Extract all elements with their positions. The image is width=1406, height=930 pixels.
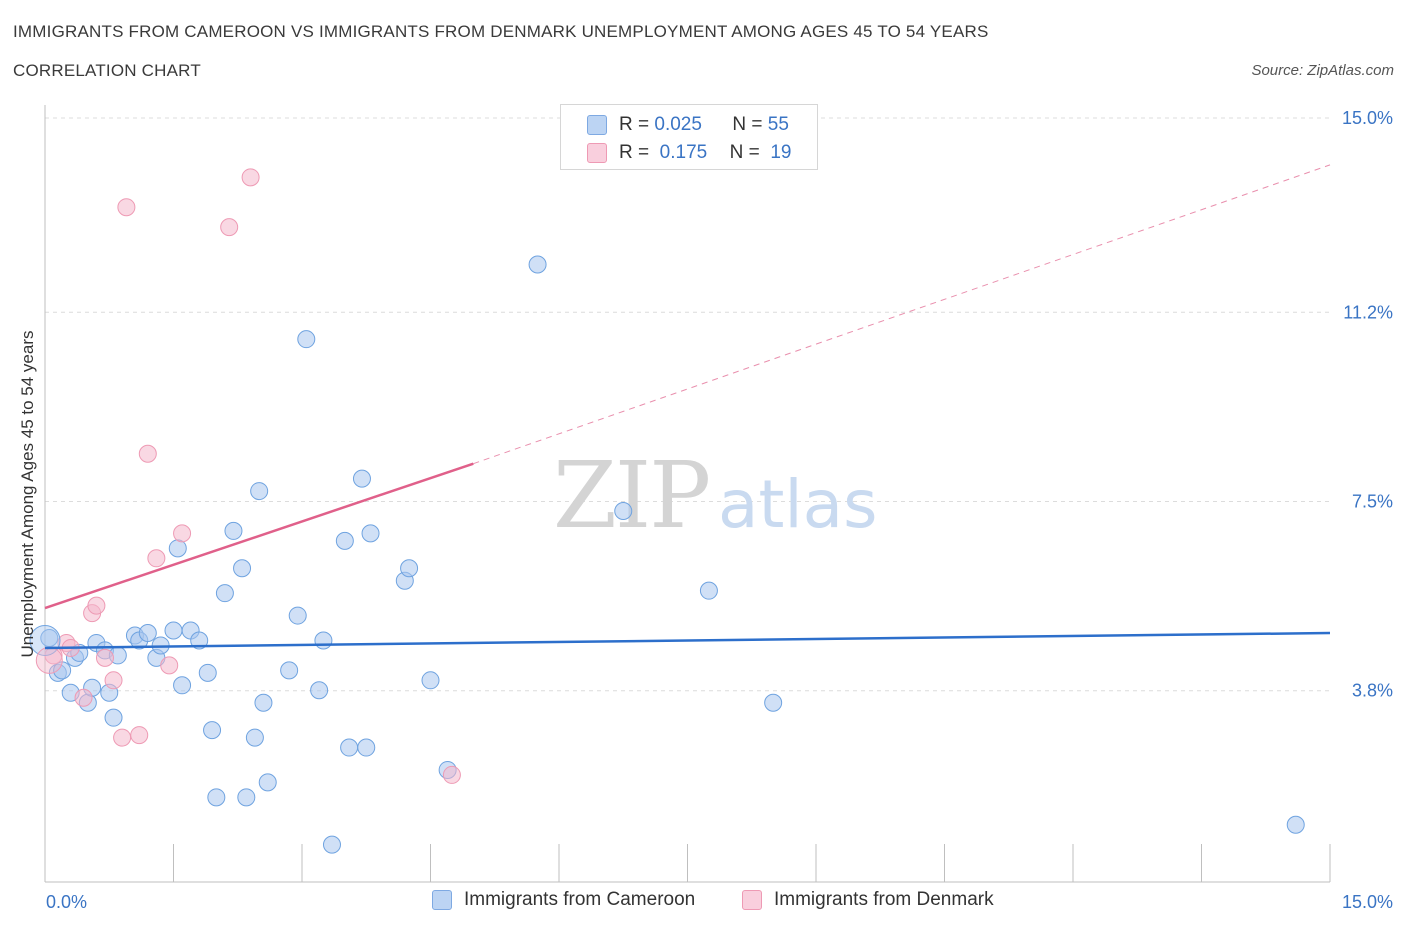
data-point-denmark bbox=[95, 648, 114, 667]
trend-line-cameroon bbox=[44, 631, 1331, 650]
data-point-denmark bbox=[130, 726, 149, 745]
data-point-cameroon bbox=[614, 501, 633, 520]
data-point-denmark bbox=[173, 524, 192, 543]
data-point-cameroon bbox=[357, 738, 376, 757]
data-point-cameroon bbox=[233, 559, 252, 578]
data-point-cameroon bbox=[40, 628, 59, 647]
data-point-cameroon bbox=[280, 661, 299, 680]
y-tick-label: 3.8% bbox=[1352, 681, 1393, 701]
data-point-cameroon bbox=[250, 482, 269, 501]
data-point-denmark bbox=[160, 656, 179, 675]
data-point-denmark bbox=[35, 646, 63, 674]
watermark: ZIP atlas bbox=[553, 442, 878, 549]
data-point-cameroon bbox=[138, 624, 157, 642]
y-tick-label: 15.0% bbox=[1342, 108, 1393, 128]
data-point-cameroon bbox=[215, 584, 234, 603]
data-point-denmark bbox=[74, 688, 93, 707]
source-credit: Source: ZipAtlas.com bbox=[1251, 62, 1394, 79]
stats-legend: R = 0.025 N = 55 R = 0.175 N = 19 bbox=[560, 104, 818, 170]
data-point-cameroon bbox=[335, 531, 354, 550]
y-tick-label: 7.5% bbox=[1352, 492, 1393, 512]
legend-swatch-denmark bbox=[742, 890, 762, 910]
data-point-cameroon bbox=[198, 663, 217, 682]
tick-labels: 3.8% 7.5% 11.2% 15.0% 0.0% 15.0% bbox=[46, 108, 1393, 912]
legend-n-key: N = bbox=[732, 114, 763, 135]
data-point-cameroon bbox=[164, 621, 183, 640]
watermark-zip-text: ZIP bbox=[553, 442, 709, 549]
series-legend: Immigrants from Cameroon Immigrants from… bbox=[0, 889, 1406, 915]
trend-line-denmark bbox=[44, 462, 474, 610]
legend-swatch-cameroon bbox=[432, 890, 452, 910]
legend-r-key: R = bbox=[619, 114, 650, 135]
legend-label-cameroon: Immigrants from Cameroon bbox=[464, 889, 696, 910]
data-point-cameroon bbox=[764, 693, 783, 712]
data-point-cameroon bbox=[173, 676, 192, 695]
data-point-denmark bbox=[241, 168, 260, 187]
data-point-cameroon bbox=[421, 671, 440, 690]
data-point-cameroon bbox=[297, 330, 316, 349]
data-point-cameroon bbox=[361, 524, 380, 543]
data-point-denmark bbox=[117, 198, 136, 217]
data-point-cameroon bbox=[203, 721, 222, 740]
data-point-cameroon bbox=[288, 606, 307, 625]
y-axis-label: Unemployment Among Ages 45 to 54 years bbox=[18, 331, 37, 658]
data-point-cameroon bbox=[224, 521, 243, 540]
trend-line-denmark-extension bbox=[473, 164, 1331, 465]
legend-row-cameroon: R = 0.025 N = 55 bbox=[587, 113, 789, 137]
data-point-cameroon bbox=[310, 681, 329, 700]
data-point-cameroon bbox=[528, 255, 547, 274]
data-point-cameroon bbox=[340, 738, 359, 757]
legend-n-value: 19 bbox=[770, 142, 792, 163]
data-point-cameroon bbox=[207, 788, 226, 807]
data-point-denmark bbox=[442, 765, 461, 784]
legend-n-value: 55 bbox=[767, 114, 789, 135]
legend-item-denmark[interactable]: Immigrants from Denmark bbox=[742, 889, 994, 911]
data-point-cameroon bbox=[699, 581, 718, 600]
data-point-cameroon bbox=[1286, 815, 1305, 834]
data-point-cameroon bbox=[104, 708, 123, 727]
legend-row-denmark: R = 0.175 N = 19 bbox=[587, 141, 791, 165]
data-point-cameroon bbox=[400, 559, 419, 578]
legend-n-key: N = bbox=[729, 142, 760, 163]
legend-r-key: R = bbox=[619, 142, 650, 163]
axes bbox=[44, 105, 1331, 883]
watermark-atlas-text: atlas bbox=[718, 466, 878, 543]
legend-r-value: 0.175 bbox=[659, 142, 708, 163]
trend-lines bbox=[44, 164, 1331, 650]
legend-swatch-denmark bbox=[587, 143, 607, 163]
data-point-cameroon bbox=[258, 773, 277, 792]
data-point-denmark bbox=[220, 218, 239, 237]
legend-item-cameroon[interactable]: Immigrants from Cameroon bbox=[432, 889, 695, 911]
legend-r-value: 0.025 bbox=[654, 114, 702, 135]
legend-swatch-cameroon bbox=[587, 115, 607, 135]
data-point-cameroon bbox=[245, 728, 264, 747]
data-point-denmark bbox=[138, 444, 157, 463]
data-point-cameroon bbox=[352, 469, 371, 488]
data-point-cameroon bbox=[190, 631, 209, 650]
x-tick-label: 15.0% bbox=[1342, 892, 1393, 912]
data-point-cameroon bbox=[322, 835, 341, 854]
legend-label-denmark: Immigrants from Denmark bbox=[774, 889, 994, 910]
data-point-cameroon bbox=[237, 788, 256, 807]
y-tick-label: 11.2% bbox=[1343, 302, 1393, 322]
data-point-denmark bbox=[113, 728, 132, 747]
data-point-denmark bbox=[147, 549, 166, 568]
chart-title: IMMIGRANTS FROM CAMEROON VS IMMIGRANTS F… bbox=[13, 22, 989, 41]
grid-lines bbox=[45, 117, 1330, 692]
x-tick-label: 0.0% bbox=[46, 892, 87, 912]
data-point-cameroon bbox=[254, 693, 273, 712]
data-point-cameroon bbox=[314, 631, 333, 650]
data-point-cameroon bbox=[168, 539, 187, 558]
chart-subtitle: CORRELATION CHART bbox=[13, 61, 201, 80]
data-points bbox=[29, 168, 1305, 854]
data-point-denmark bbox=[104, 671, 123, 690]
data-point-denmark bbox=[87, 596, 106, 615]
